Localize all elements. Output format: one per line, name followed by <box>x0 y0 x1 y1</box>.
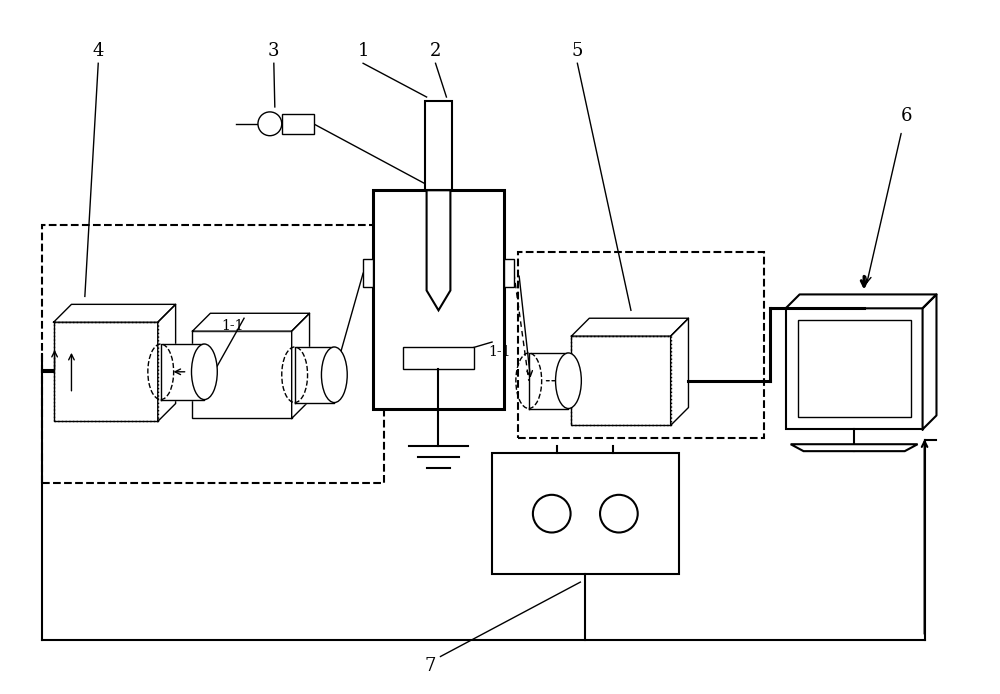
Text: 4: 4 <box>93 42 104 60</box>
Bar <box>798 320 911 417</box>
Bar <box>282 114 314 134</box>
Polygon shape <box>786 308 923 430</box>
Bar <box>363 260 373 287</box>
Polygon shape <box>192 331 292 418</box>
Text: 2: 2 <box>430 42 441 60</box>
Text: 3: 3 <box>268 42 280 60</box>
Polygon shape <box>161 344 204 400</box>
Circle shape <box>258 112 282 136</box>
Text: 7: 7 <box>425 657 436 675</box>
Polygon shape <box>292 313 310 418</box>
Polygon shape <box>671 319 688 425</box>
Polygon shape <box>923 294 936 430</box>
Text: 1-1: 1-1 <box>221 319 243 333</box>
Ellipse shape <box>556 353 581 409</box>
Circle shape <box>600 495 638 532</box>
Text: 1-1: 1-1 <box>489 345 511 359</box>
Polygon shape <box>427 190 450 310</box>
Bar <box>504 260 514 287</box>
Bar <box>425 101 452 190</box>
Polygon shape <box>54 322 158 421</box>
Polygon shape <box>571 336 671 425</box>
Polygon shape <box>791 444 918 451</box>
Polygon shape <box>373 190 504 409</box>
Polygon shape <box>529 353 568 409</box>
Bar <box>492 453 679 574</box>
Bar <box>403 347 474 369</box>
Polygon shape <box>571 319 688 336</box>
Polygon shape <box>192 313 310 331</box>
Polygon shape <box>54 305 176 322</box>
Polygon shape <box>295 347 334 403</box>
Text: 6: 6 <box>901 107 912 125</box>
Ellipse shape <box>191 344 217 400</box>
Polygon shape <box>158 305 176 421</box>
Circle shape <box>533 495 571 532</box>
Text: 5: 5 <box>572 42 583 60</box>
Text: 1: 1 <box>357 42 369 60</box>
Polygon shape <box>786 294 936 308</box>
Ellipse shape <box>321 347 347 403</box>
